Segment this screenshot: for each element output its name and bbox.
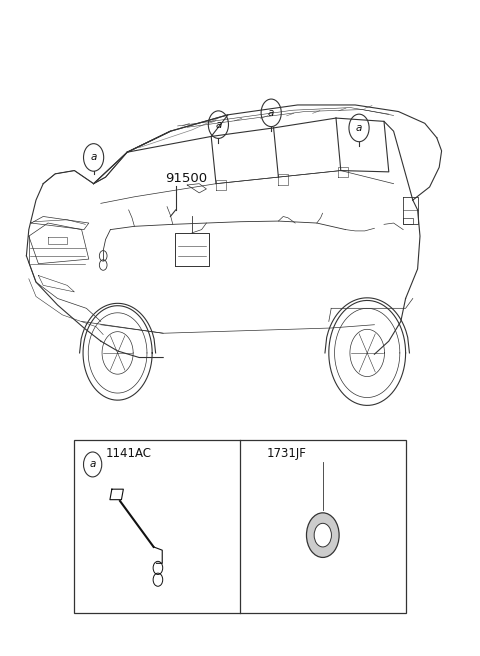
Circle shape xyxy=(314,523,331,547)
Text: a: a xyxy=(268,108,275,118)
Text: a: a xyxy=(90,152,97,163)
Circle shape xyxy=(307,513,339,558)
Text: a: a xyxy=(215,119,222,130)
Text: a: a xyxy=(356,123,362,133)
Text: 91500: 91500 xyxy=(166,172,208,185)
Bar xyxy=(74,440,406,613)
Text: a: a xyxy=(89,459,96,470)
Text: 1141AC: 1141AC xyxy=(106,447,152,461)
Text: 1731JF: 1731JF xyxy=(266,447,306,461)
